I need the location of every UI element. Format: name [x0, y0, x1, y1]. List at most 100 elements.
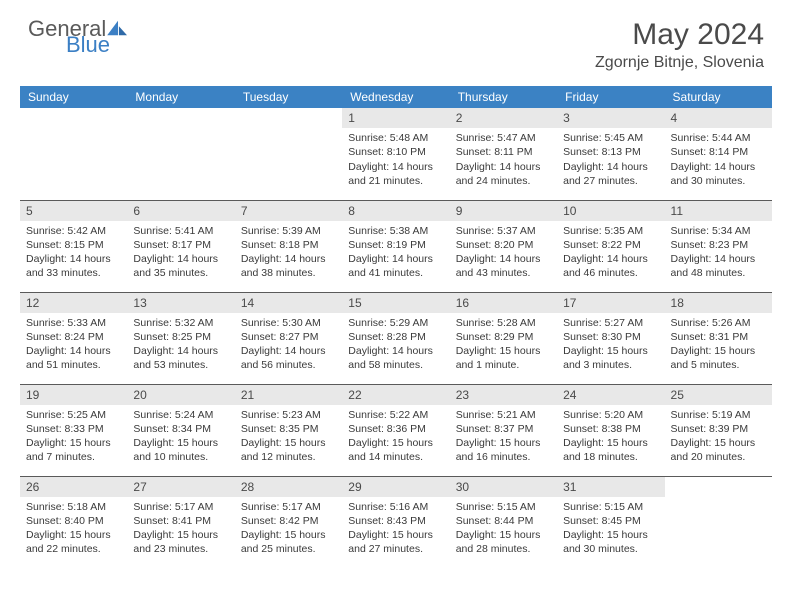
sunrise-text: Sunrise: 5:17 AM	[133, 500, 228, 514]
daylight-text-1: Daylight: 15 hours	[563, 436, 658, 450]
daylight-text-1: Daylight: 14 hours	[26, 252, 121, 266]
calendar-cell: 17Sunrise: 5:27 AMSunset: 8:30 PMDayligh…	[557, 292, 664, 384]
daylight-text-1: Daylight: 14 hours	[671, 160, 766, 174]
daylight-text-2: and 20 minutes.	[671, 450, 766, 464]
location: Zgornje Bitnje, Slovenia	[595, 54, 764, 72]
daylight-text-2: and 58 minutes.	[348, 358, 443, 372]
daylight-text-2: and 21 minutes.	[348, 174, 443, 188]
sunrise-text: Sunrise: 5:30 AM	[241, 316, 336, 330]
sunset-text: Sunset: 8:18 PM	[241, 238, 336, 252]
calendar-cell: 6Sunrise: 5:41 AMSunset: 8:17 PMDaylight…	[127, 200, 234, 292]
daylight-text-1: Daylight: 14 hours	[671, 252, 766, 266]
daylight-text-2: and 14 minutes.	[348, 450, 443, 464]
calendar-cell: 13Sunrise: 5:32 AMSunset: 8:25 PMDayligh…	[127, 292, 234, 384]
daylight-text-1: Daylight: 15 hours	[456, 344, 551, 358]
title-block: May 2024 Zgornje Bitnje, Slovenia	[595, 18, 764, 72]
sunrise-text: Sunrise: 5:42 AM	[26, 224, 121, 238]
sunrise-text: Sunrise: 5:48 AM	[348, 131, 443, 145]
sunset-text: Sunset: 8:23 PM	[671, 238, 766, 252]
weekday-header: Wednesday	[342, 86, 449, 108]
sunrise-text: Sunrise: 5:15 AM	[456, 500, 551, 514]
day-number: 23	[450, 385, 557, 405]
daylight-text-1: Daylight: 15 hours	[671, 436, 766, 450]
daylight-text-2: and 46 minutes.	[563, 266, 658, 280]
day-number: 8	[342, 201, 449, 221]
calendar-cell: 18Sunrise: 5:26 AMSunset: 8:31 PMDayligh…	[665, 292, 772, 384]
calendar-cell: 16Sunrise: 5:28 AMSunset: 8:29 PMDayligh…	[450, 292, 557, 384]
day-number: 3	[557, 108, 664, 128]
weekday-header: Thursday	[450, 86, 557, 108]
sunrise-text: Sunrise: 5:47 AM	[456, 131, 551, 145]
sunrise-text: Sunrise: 5:33 AM	[26, 316, 121, 330]
sunset-text: Sunset: 8:38 PM	[563, 422, 658, 436]
sunrise-text: Sunrise: 5:22 AM	[348, 408, 443, 422]
sunset-text: Sunset: 8:30 PM	[563, 330, 658, 344]
brand-logo: GeneralBlue	[28, 18, 129, 56]
calendar-row: 5Sunrise: 5:42 AMSunset: 8:15 PMDaylight…	[20, 200, 772, 292]
daylight-text-2: and 16 minutes.	[456, 450, 551, 464]
daylight-text-2: and 12 minutes.	[241, 450, 336, 464]
sunrise-text: Sunrise: 5:20 AM	[563, 408, 658, 422]
sunset-text: Sunset: 8:35 PM	[241, 422, 336, 436]
sunrise-text: Sunrise: 5:38 AM	[348, 224, 443, 238]
daylight-text-1: Daylight: 14 hours	[456, 160, 551, 174]
daylight-text-1: Daylight: 15 hours	[26, 436, 121, 450]
sunset-text: Sunset: 8:37 PM	[456, 422, 551, 436]
day-number: 7	[235, 201, 342, 221]
weekday-header: Monday	[127, 86, 234, 108]
brand-sail-icon	[107, 19, 129, 37]
sunrise-text: Sunrise: 5:37 AM	[456, 224, 551, 238]
sunset-text: Sunset: 8:33 PM	[26, 422, 121, 436]
calendar-cell: 31Sunrise: 5:15 AMSunset: 8:45 PMDayligh…	[557, 476, 664, 568]
calendar-row: 1Sunrise: 5:48 AMSunset: 8:10 PMDaylight…	[20, 108, 772, 200]
day-number: 30	[450, 477, 557, 497]
daylight-text-1: Daylight: 15 hours	[456, 436, 551, 450]
sunset-text: Sunset: 8:24 PM	[26, 330, 121, 344]
day-number: 10	[557, 201, 664, 221]
sunset-text: Sunset: 8:45 PM	[563, 514, 658, 528]
weekday-header: Friday	[557, 86, 664, 108]
day-number: 4	[665, 108, 772, 128]
sunset-text: Sunset: 8:43 PM	[348, 514, 443, 528]
day-number: 17	[557, 293, 664, 313]
day-number: 26	[20, 477, 127, 497]
daylight-text-2: and 35 minutes.	[133, 266, 228, 280]
daylight-text-1: Daylight: 14 hours	[241, 344, 336, 358]
day-number: 2	[450, 108, 557, 128]
calendar-cell: 20Sunrise: 5:24 AMSunset: 8:34 PMDayligh…	[127, 384, 234, 476]
sunrise-text: Sunrise: 5:15 AM	[563, 500, 658, 514]
calendar-cell: 4Sunrise: 5:44 AMSunset: 8:14 PMDaylight…	[665, 108, 772, 200]
sunset-text: Sunset: 8:40 PM	[26, 514, 121, 528]
sunset-text: Sunset: 8:44 PM	[456, 514, 551, 528]
sunset-text: Sunset: 8:31 PM	[671, 330, 766, 344]
day-number: 25	[665, 385, 772, 405]
weekday-header: Saturday	[665, 86, 772, 108]
sunrise-text: Sunrise: 5:35 AM	[563, 224, 658, 238]
calendar-cell	[20, 108, 127, 200]
sunset-text: Sunset: 8:25 PM	[133, 330, 228, 344]
sunset-text: Sunset: 8:41 PM	[133, 514, 228, 528]
calendar-cell: 3Sunrise: 5:45 AMSunset: 8:13 PMDaylight…	[557, 108, 664, 200]
daylight-text-1: Daylight: 15 hours	[348, 436, 443, 450]
weekday-header: Tuesday	[235, 86, 342, 108]
sunset-text: Sunset: 8:22 PM	[563, 238, 658, 252]
daylight-text-2: and 28 minutes.	[456, 542, 551, 556]
sunset-text: Sunset: 8:13 PM	[563, 145, 658, 159]
day-number: 20	[127, 385, 234, 405]
day-number: 24	[557, 385, 664, 405]
page-header: GeneralBlue May 2024 Zgornje Bitnje, Slo…	[0, 0, 792, 80]
day-number: 16	[450, 293, 557, 313]
sunrise-text: Sunrise: 5:29 AM	[348, 316, 443, 330]
calendar-cell: 7Sunrise: 5:39 AMSunset: 8:18 PMDaylight…	[235, 200, 342, 292]
calendar-cell	[665, 476, 772, 568]
daylight-text-1: Daylight: 15 hours	[348, 528, 443, 542]
day-number: 18	[665, 293, 772, 313]
calendar-cell: 1Sunrise: 5:48 AMSunset: 8:10 PMDaylight…	[342, 108, 449, 200]
calendar-cell: 23Sunrise: 5:21 AMSunset: 8:37 PMDayligh…	[450, 384, 557, 476]
calendar-cell: 29Sunrise: 5:16 AMSunset: 8:43 PMDayligh…	[342, 476, 449, 568]
daylight-text-1: Daylight: 15 hours	[671, 344, 766, 358]
day-number: 1	[342, 108, 449, 128]
calendar-row: 26Sunrise: 5:18 AMSunset: 8:40 PMDayligh…	[20, 476, 772, 568]
sunrise-text: Sunrise: 5:44 AM	[671, 131, 766, 145]
calendar-cell: 9Sunrise: 5:37 AMSunset: 8:20 PMDaylight…	[450, 200, 557, 292]
